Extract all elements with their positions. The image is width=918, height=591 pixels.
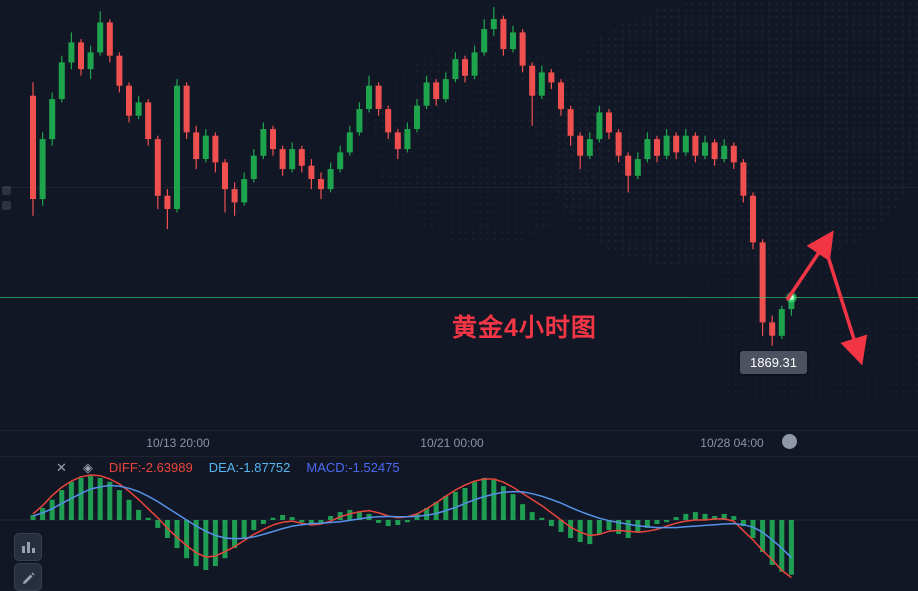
macd-chart[interactable]	[0, 457, 918, 579]
last-price-line	[0, 297, 918, 298]
chart-style-button[interactable]	[14, 533, 42, 561]
macd-value-label: MACD:-1.52475	[306, 460, 400, 475]
time-axis-label: 10/21 00:00	[420, 436, 484, 450]
macd-pane[interactable]: ✕ ◈ DIFF:-2.63989 DEA:-1.87752 MACD:-1.5…	[0, 456, 918, 579]
bar-chart-icon	[22, 542, 35, 553]
last-price-glow-dot	[786, 292, 797, 303]
left-edge-marker-icon	[2, 186, 11, 195]
horizontal-gridline	[0, 187, 918, 188]
last-price-label: 1869.31	[740, 351, 807, 374]
indicator-header: ✕ ◈ DIFF:-2.63989 DEA:-1.87752 MACD:-1.5…	[56, 460, 400, 475]
indicator-settings-icon[interactable]: ◈	[82, 460, 93, 475]
diff-value-label: DIFF:-2.63989	[108, 460, 193, 475]
time-axis-label: 10/28 04:00	[700, 436, 764, 450]
time-axis-label: 10/13 20:00	[146, 436, 210, 450]
trend-arrow-drawing[interactable]	[0, 0, 918, 578]
arrow-down-segment	[824, 249, 868, 366]
go-to-realtime-button[interactable]	[782, 434, 797, 449]
chart-title-annotation[interactable]: 黄金4小时图	[452, 314, 597, 342]
left-edge-marker-icon	[2, 201, 11, 210]
time-axis[interactable]: 10/13 20:00 10/21 00:00 10/28 04:00	[0, 430, 918, 457]
arrow-up-segment	[785, 230, 834, 301]
draw-tool-button[interactable]	[14, 563, 42, 591]
dea-value-label: DEA:-1.87752	[208, 460, 291, 475]
candlestick-chart[interactable]	[0, 0, 918, 430]
pencil-icon	[23, 572, 35, 584]
close-indicator-icon[interactable]: ✕	[56, 460, 67, 475]
